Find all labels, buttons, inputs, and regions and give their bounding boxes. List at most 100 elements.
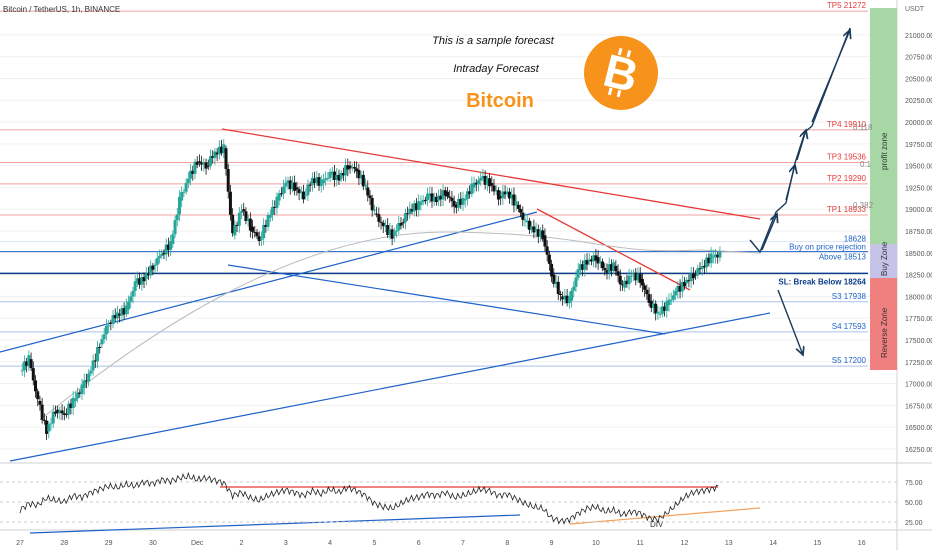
candle-body xyxy=(215,152,219,155)
time-tick-label: 27 xyxy=(16,540,24,547)
candle-body xyxy=(328,171,332,178)
candle-body xyxy=(304,195,308,197)
candle-body xyxy=(226,168,230,192)
candle-body xyxy=(674,290,678,296)
candle-body xyxy=(523,219,527,221)
candle-body xyxy=(155,258,159,265)
candle-body xyxy=(122,308,126,315)
candle-body xyxy=(696,268,700,276)
candle-body xyxy=(158,256,162,259)
candle-body xyxy=(536,229,540,237)
channel-support-line xyxy=(227,264,666,335)
candle-body xyxy=(217,146,221,155)
candle-body xyxy=(60,410,64,414)
candle-body xyxy=(470,183,474,195)
level-label: Above 18513 xyxy=(819,253,867,262)
time-axis[interactable]: 27 28 29 30 Dec 2 3 4 5 6 7 8 9 10 11 12 13 14 15 16 xyxy=(16,540,866,547)
candle-body xyxy=(273,206,277,208)
candle-body xyxy=(255,232,259,237)
candle-body xyxy=(224,148,228,169)
candle-body xyxy=(612,262,616,271)
candle-body xyxy=(508,191,512,199)
candle-body xyxy=(563,295,567,300)
candle-body xyxy=(698,268,702,270)
candle-body xyxy=(414,203,418,210)
level-lines: TP5 21272 TP4 19910 TP3 19536 TP2 19290 TP1 … xyxy=(0,1,868,367)
intraday-forecast-text: Intraday Forecast xyxy=(453,63,540,75)
candle-body xyxy=(364,184,368,187)
candle-body xyxy=(56,409,60,414)
candle-body xyxy=(565,295,569,304)
candle-body xyxy=(366,187,370,196)
candle-body xyxy=(268,214,272,218)
candle-body xyxy=(561,296,565,300)
price-axis[interactable]: 16250.00 16500.00 16750.00 17000.00 17250.00… xyxy=(905,33,932,454)
candle-body xyxy=(669,299,673,301)
candle-body xyxy=(428,193,432,197)
candle-body xyxy=(459,198,463,205)
candle-body xyxy=(235,224,239,226)
candle-body xyxy=(129,296,133,302)
level-label: TP5 21272 xyxy=(827,1,867,10)
candle-body xyxy=(104,326,108,335)
candle-body xyxy=(368,195,372,199)
candle-body xyxy=(567,296,571,304)
fib-label-0118: 0.118 xyxy=(853,123,873,132)
candle-body xyxy=(450,197,454,201)
trend-lines xyxy=(0,128,771,462)
candle-body xyxy=(133,281,137,291)
div-label: DIV xyxy=(650,520,664,529)
price-tick-label: 18250.00 xyxy=(905,273,932,280)
candle-body xyxy=(598,261,602,264)
candle-body xyxy=(629,275,633,277)
candle-body xyxy=(541,230,545,240)
candle-body xyxy=(109,322,113,324)
candle-body xyxy=(321,180,325,184)
candle-body xyxy=(138,278,142,285)
candle-body xyxy=(603,268,607,271)
buy-zone-label: Buy Zone xyxy=(880,241,889,276)
candle-body xyxy=(437,195,441,201)
candle-body xyxy=(326,177,330,179)
candle-body xyxy=(592,255,596,262)
candle-body xyxy=(426,193,430,200)
candle-body xyxy=(131,290,135,297)
currency-label: USDT xyxy=(905,6,925,13)
candle-body xyxy=(246,218,250,221)
time-tick-label: 30 xyxy=(149,540,157,547)
candle-body xyxy=(162,252,166,255)
candle-body xyxy=(658,313,662,315)
candle-body xyxy=(488,178,492,187)
candle-body xyxy=(93,360,97,362)
candle-body xyxy=(284,182,288,187)
candle-body xyxy=(264,224,268,227)
arrow-head-2 xyxy=(785,165,795,201)
candle-body xyxy=(266,215,270,227)
candle-body xyxy=(434,196,438,203)
level-label: TP2 19290 xyxy=(827,174,867,183)
candle-body xyxy=(636,273,640,281)
candle-body xyxy=(632,272,636,275)
candle-body xyxy=(337,174,341,181)
candle-body xyxy=(691,273,695,279)
level-label: 18628 xyxy=(844,235,867,244)
candle-body xyxy=(96,346,100,362)
candle-body xyxy=(485,178,489,185)
candle-body xyxy=(177,196,181,215)
time-tick-label: 8 xyxy=(505,540,509,547)
candle-body xyxy=(718,251,722,258)
time-tick-label: 15 xyxy=(814,540,822,547)
candle-body xyxy=(614,265,618,272)
candle-body xyxy=(233,224,237,236)
candle-body xyxy=(25,361,29,366)
candle-body xyxy=(377,214,381,222)
candle-body xyxy=(286,180,290,184)
candle-body xyxy=(244,211,248,221)
candle-body xyxy=(142,276,146,282)
candle-body xyxy=(481,175,485,179)
candle-body xyxy=(248,218,252,231)
candle-body xyxy=(423,199,427,201)
candle-body xyxy=(370,198,374,211)
candle-body xyxy=(412,203,416,212)
